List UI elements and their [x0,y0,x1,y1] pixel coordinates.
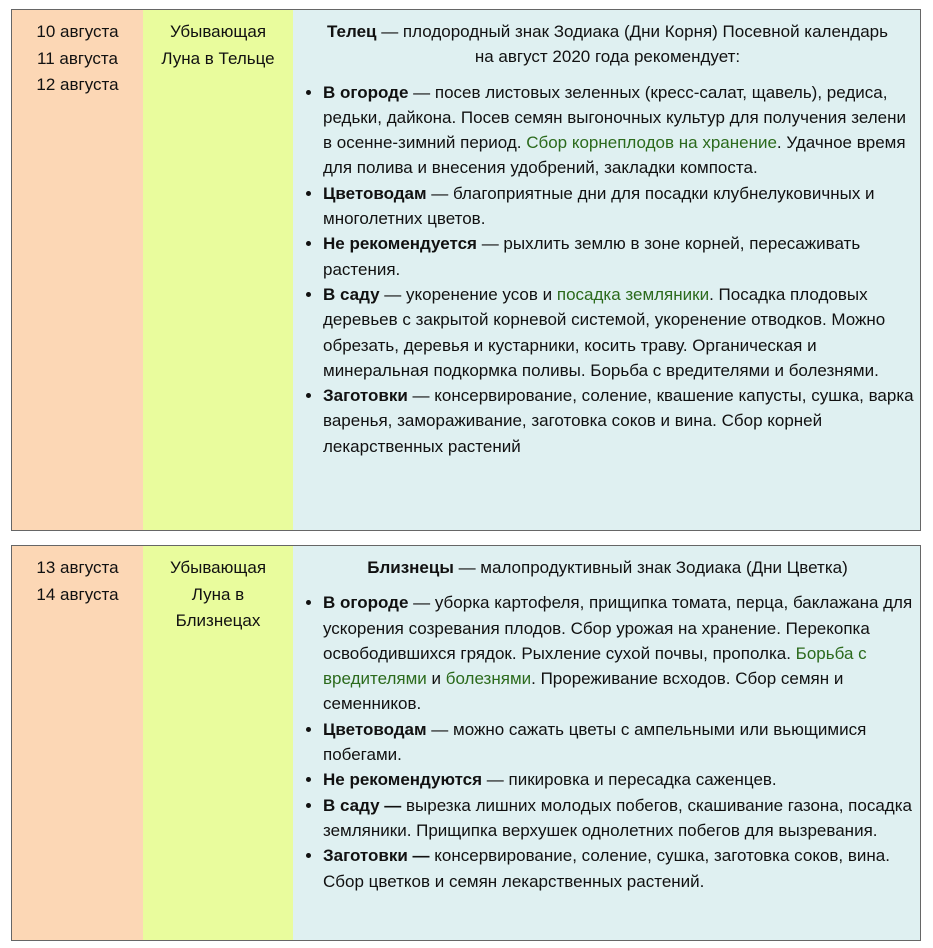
date: 10 августа [36,22,119,41]
article-link[interactable]: болезнями [445,669,532,689]
article-link[interactable]: Борьба с вредителями [323,643,867,689]
list-item: Заготовки — консервирование, соление, су… [323,843,914,894]
article-link[interactable]: посадка земляники [556,284,710,304]
item-label: В саду [323,284,380,304]
item-text: — уборка картофеля, прищипка томата, пер… [323,593,913,663]
item-text: — укоренение усов и [379,284,557,304]
recommendation-list: В огороде — посев листовых зеленных (кре… [301,80,914,459]
moon-cell: Убывающая Луна в Близнецах [143,546,293,940]
dates-cell: 13 августа 14 августа [12,546,143,940]
item-text: — консервирование, соление, квашение кап… [323,386,914,456]
sign-heading: Телец — плодородный знак Зодиака (Дни Ко… [301,19,914,70]
item-text: — рыхлить землю в зоне корней, пересажив… [323,234,861,279]
recommendations-cell: Телец — плодородный знак Зодиака (Дни Ко… [293,10,920,530]
item-label: Цветоводам [323,183,427,203]
item-label: В саду — [323,795,402,815]
list-item: Цветоводам — можно сажать цветы с ампель… [323,717,914,768]
date: 14 августа [36,584,119,604]
item-text: консервирование, соление, сушка, заготов… [323,846,890,891]
date: 11 августа [37,48,118,68]
item-text: . Прореживание всходов. Сбор семян и сем… [323,669,844,714]
list-item: В огороде — посев листовых зеленных (кре… [323,80,914,181]
item-label: Заготовки [323,386,408,406]
sign-heading: Близнецы — малопродуктивный знак Зодиака… [301,555,914,580]
dates-cell: 10 августа 11 августа 12 августа [12,10,143,530]
list-item: В саду — укоренение усов и посадка земля… [323,282,914,383]
item-label: Цветоводам [323,719,427,739]
zodiac-sign: Близнецы [367,558,454,577]
date: 13 августа [36,558,119,577]
zodiac-sign: Телец [327,22,377,41]
item-label: Не рекомендуются [323,770,483,790]
item-text: — пикировка и пересадка саженцев. [482,770,777,790]
moon-cell: Убывающая Луна в Тельце [143,10,293,530]
item-text: — благоприятные дни для посадки клубнелу… [323,183,875,229]
calendar-table: 10 августа 11 августа 12 августа Убывающая … [11,9,921,531]
item-text: вырезка лишних молодых побегов, скашиван… [323,795,912,840]
date: 12 августа [36,75,119,94]
item-text: — можно сажать цветы с ампельными или вь… [323,719,867,765]
sign-description: — плодородный знак Зодиака (Дни Корня) П… [376,22,888,67]
item-text: и [426,669,446,689]
list-item: В огороде — уборка картофеля, прищипка т… [323,590,914,716]
list-item: В саду — вырезка лишних молодых побегов,… [323,793,914,844]
item-label: Заготовки — [323,846,430,866]
recommendation-list: В огороде — уборка картофеля, прищипка т… [301,590,914,894]
sign-description: — малопродуктивный знак Зодиака (Дни Цве… [453,558,848,577]
item-text: . Посадка плодовых деревьев с закрытой к… [323,284,886,380]
list-item: Не рекомендуется — рыхлить землю в зоне … [323,231,914,282]
list-item: Цветоводам — благоприятные дни для посад… [323,181,914,232]
item-label: В огороде [323,82,409,102]
moon-phase: Убывающая Луна в Близнецах [169,558,267,630]
article-link[interactable]: Сбор корнеплодов на хранение [526,133,777,153]
list-item: Не рекомендуются — пикировка и пересадка… [323,767,914,792]
item-label: В огороде [323,593,409,613]
moon-phase: Убывающая Луна в Тельце [161,22,275,68]
item-text: . Удачное время для полива и внесения уд… [323,133,906,178]
recommendations-cell: Близнецы — малопродуктивный знак Зодиака… [293,546,920,940]
list-item: Заготовки — консервирование, соление, кв… [323,383,914,459]
calendar-table: 13 августа 14 августа Убывающая Луна в Бли… [11,545,921,941]
item-label: Не рекомендуется [323,234,477,254]
item-text: — посев листовых зеленных (кресс-салат, … [323,82,906,153]
